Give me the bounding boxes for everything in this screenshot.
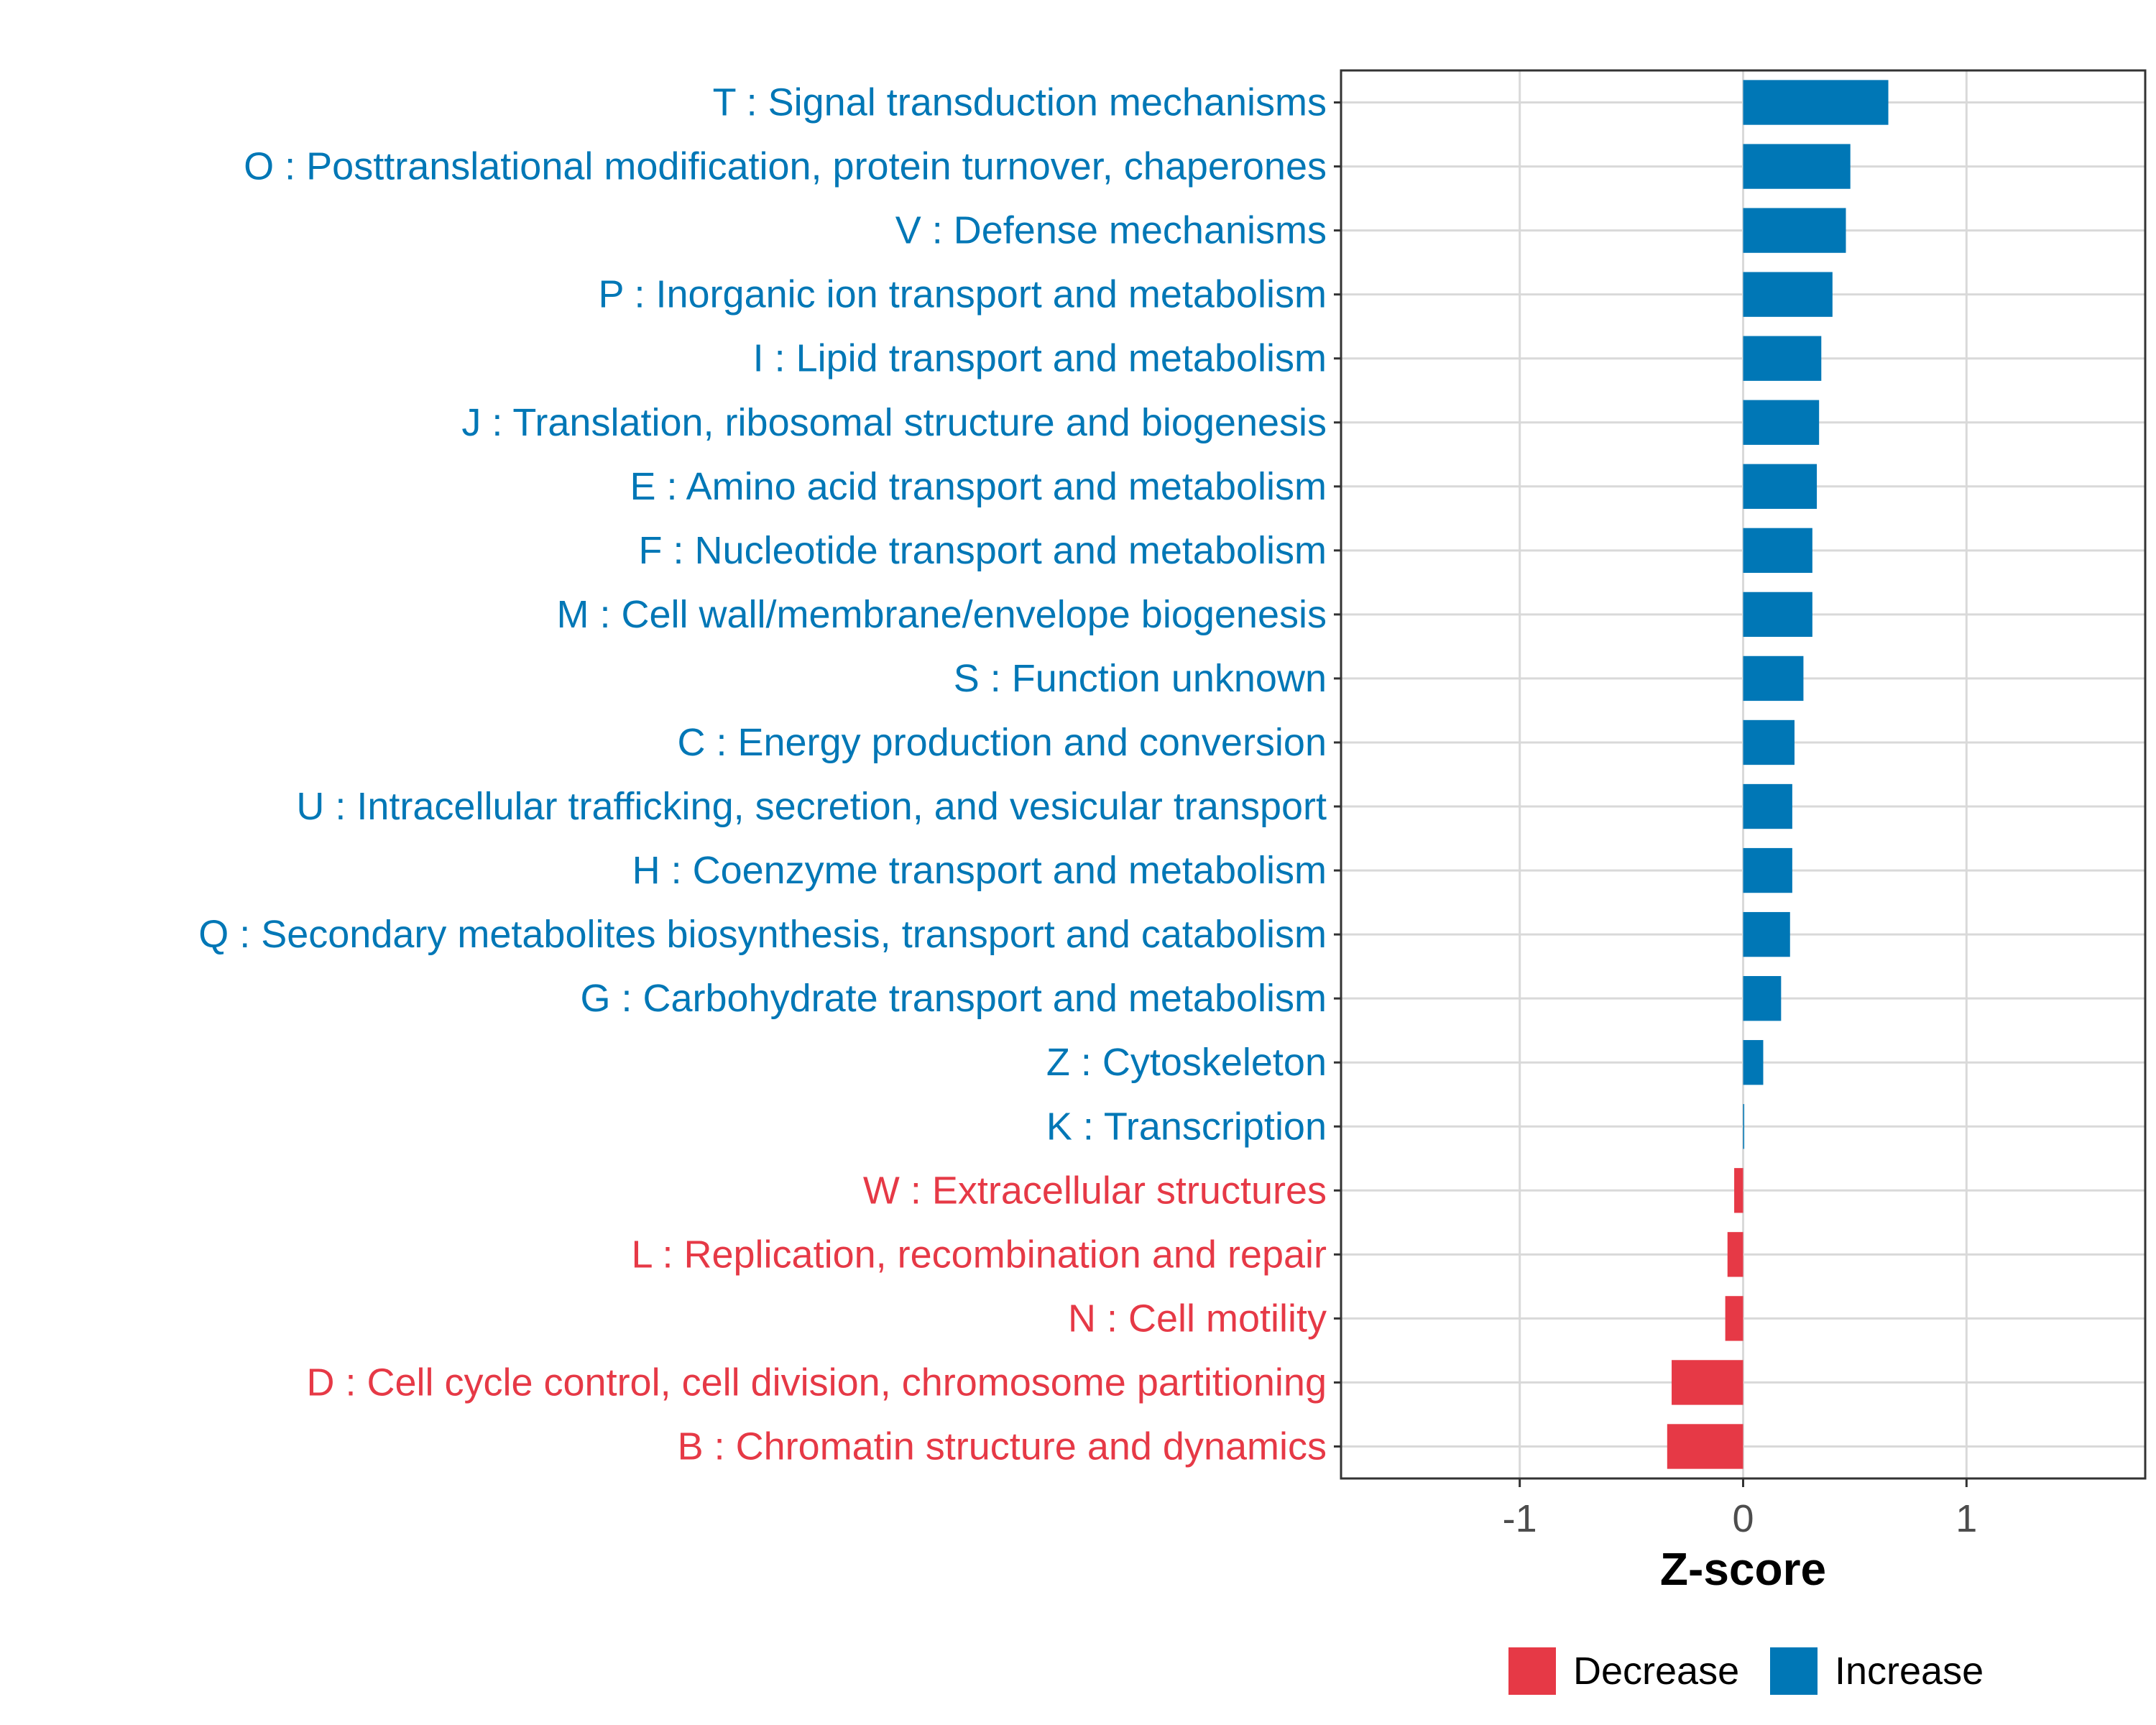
bar [1743,336,1822,381]
category-label: Q : Secondary metabolites biosynthesis, … [198,913,1327,956]
category-label: C : Energy production and conversion [677,721,1327,764]
bar-layer [1667,80,1889,1469]
bar [1743,272,1833,317]
x-tick-label: 0 [1732,1497,1754,1540]
bar [1667,1424,1743,1469]
category-label: T : Signal transduction mechanisms [713,81,1327,124]
bar [1725,1296,1743,1341]
bar [1743,783,1792,829]
y-ticks [1334,101,1341,1448]
bar [1743,719,1795,765]
bar [1743,464,1818,509]
x-tick-label: 1 [1955,1497,1977,1540]
category-label: I : Lipid transport and metabolism [753,337,1327,380]
bar [1743,975,1782,1021]
bar [1743,656,1804,702]
category-label: H : Coenzyme transport and metabolism [632,849,1327,892]
x-axis-title: Z-score [1660,1543,1826,1595]
category-label: O : Posttranslational modification, prot… [244,145,1327,188]
category-label: P : Inorganic ion transport and metaboli… [598,273,1327,316]
category-label: F : Nucleotide transport and metabolism [639,529,1327,572]
bar [1743,911,1790,957]
x-tick-label: -1 [1503,1497,1537,1540]
category-label: Z : Cytoskeleton [1046,1041,1327,1084]
category-label: V : Defense mechanisms [895,209,1327,252]
bar [1743,144,1851,189]
bar [1743,208,1846,253]
bar [1734,1168,1743,1213]
bar [1672,1360,1743,1405]
category-label: W : Extracellular structures [863,1169,1327,1212]
category-label: U : Intracellular trafficking, secretion… [296,785,1327,828]
bar [1743,592,1812,638]
bar [1743,528,1812,574]
category-label: M : Cell wall/membrane/envelope biogenes… [556,593,1327,636]
legend-key-increase [1770,1647,1818,1695]
category-label: J : Translation, ribosomal structure and… [461,401,1327,444]
category-label: S : Function unknown [954,657,1327,700]
bar [1743,1040,1764,1085]
bar [1727,1232,1743,1277]
category-label: E : Amino acid transport and metabolism [630,465,1327,508]
legend-key-decrease [1508,1647,1556,1695]
legend: Decrease Increase [1508,1647,1984,1695]
legend-label-decrease: Decrease [1573,1650,1739,1693]
category-label: D : Cell cycle control, cell division, c… [306,1361,1327,1404]
bar [1743,847,1792,893]
bar [1743,1104,1745,1149]
legend-label-increase: Increase [1835,1650,1984,1693]
category-labels: T : Signal transduction mechanisms O : Po… [198,81,1327,1468]
bar [1743,80,1889,125]
x-ticks: -1 0 1 [1503,1478,1977,1540]
category-label: L : Replication, recombination and repai… [631,1233,1327,1276]
category-label: G : Carbohydrate transport and metabolis… [581,977,1327,1020]
category-label: N : Cell motility [1068,1297,1327,1340]
bar [1743,400,1820,445]
category-label: K : Transcription [1046,1105,1327,1148]
category-label: B : Chromatin structure and dynamics [678,1425,1327,1468]
